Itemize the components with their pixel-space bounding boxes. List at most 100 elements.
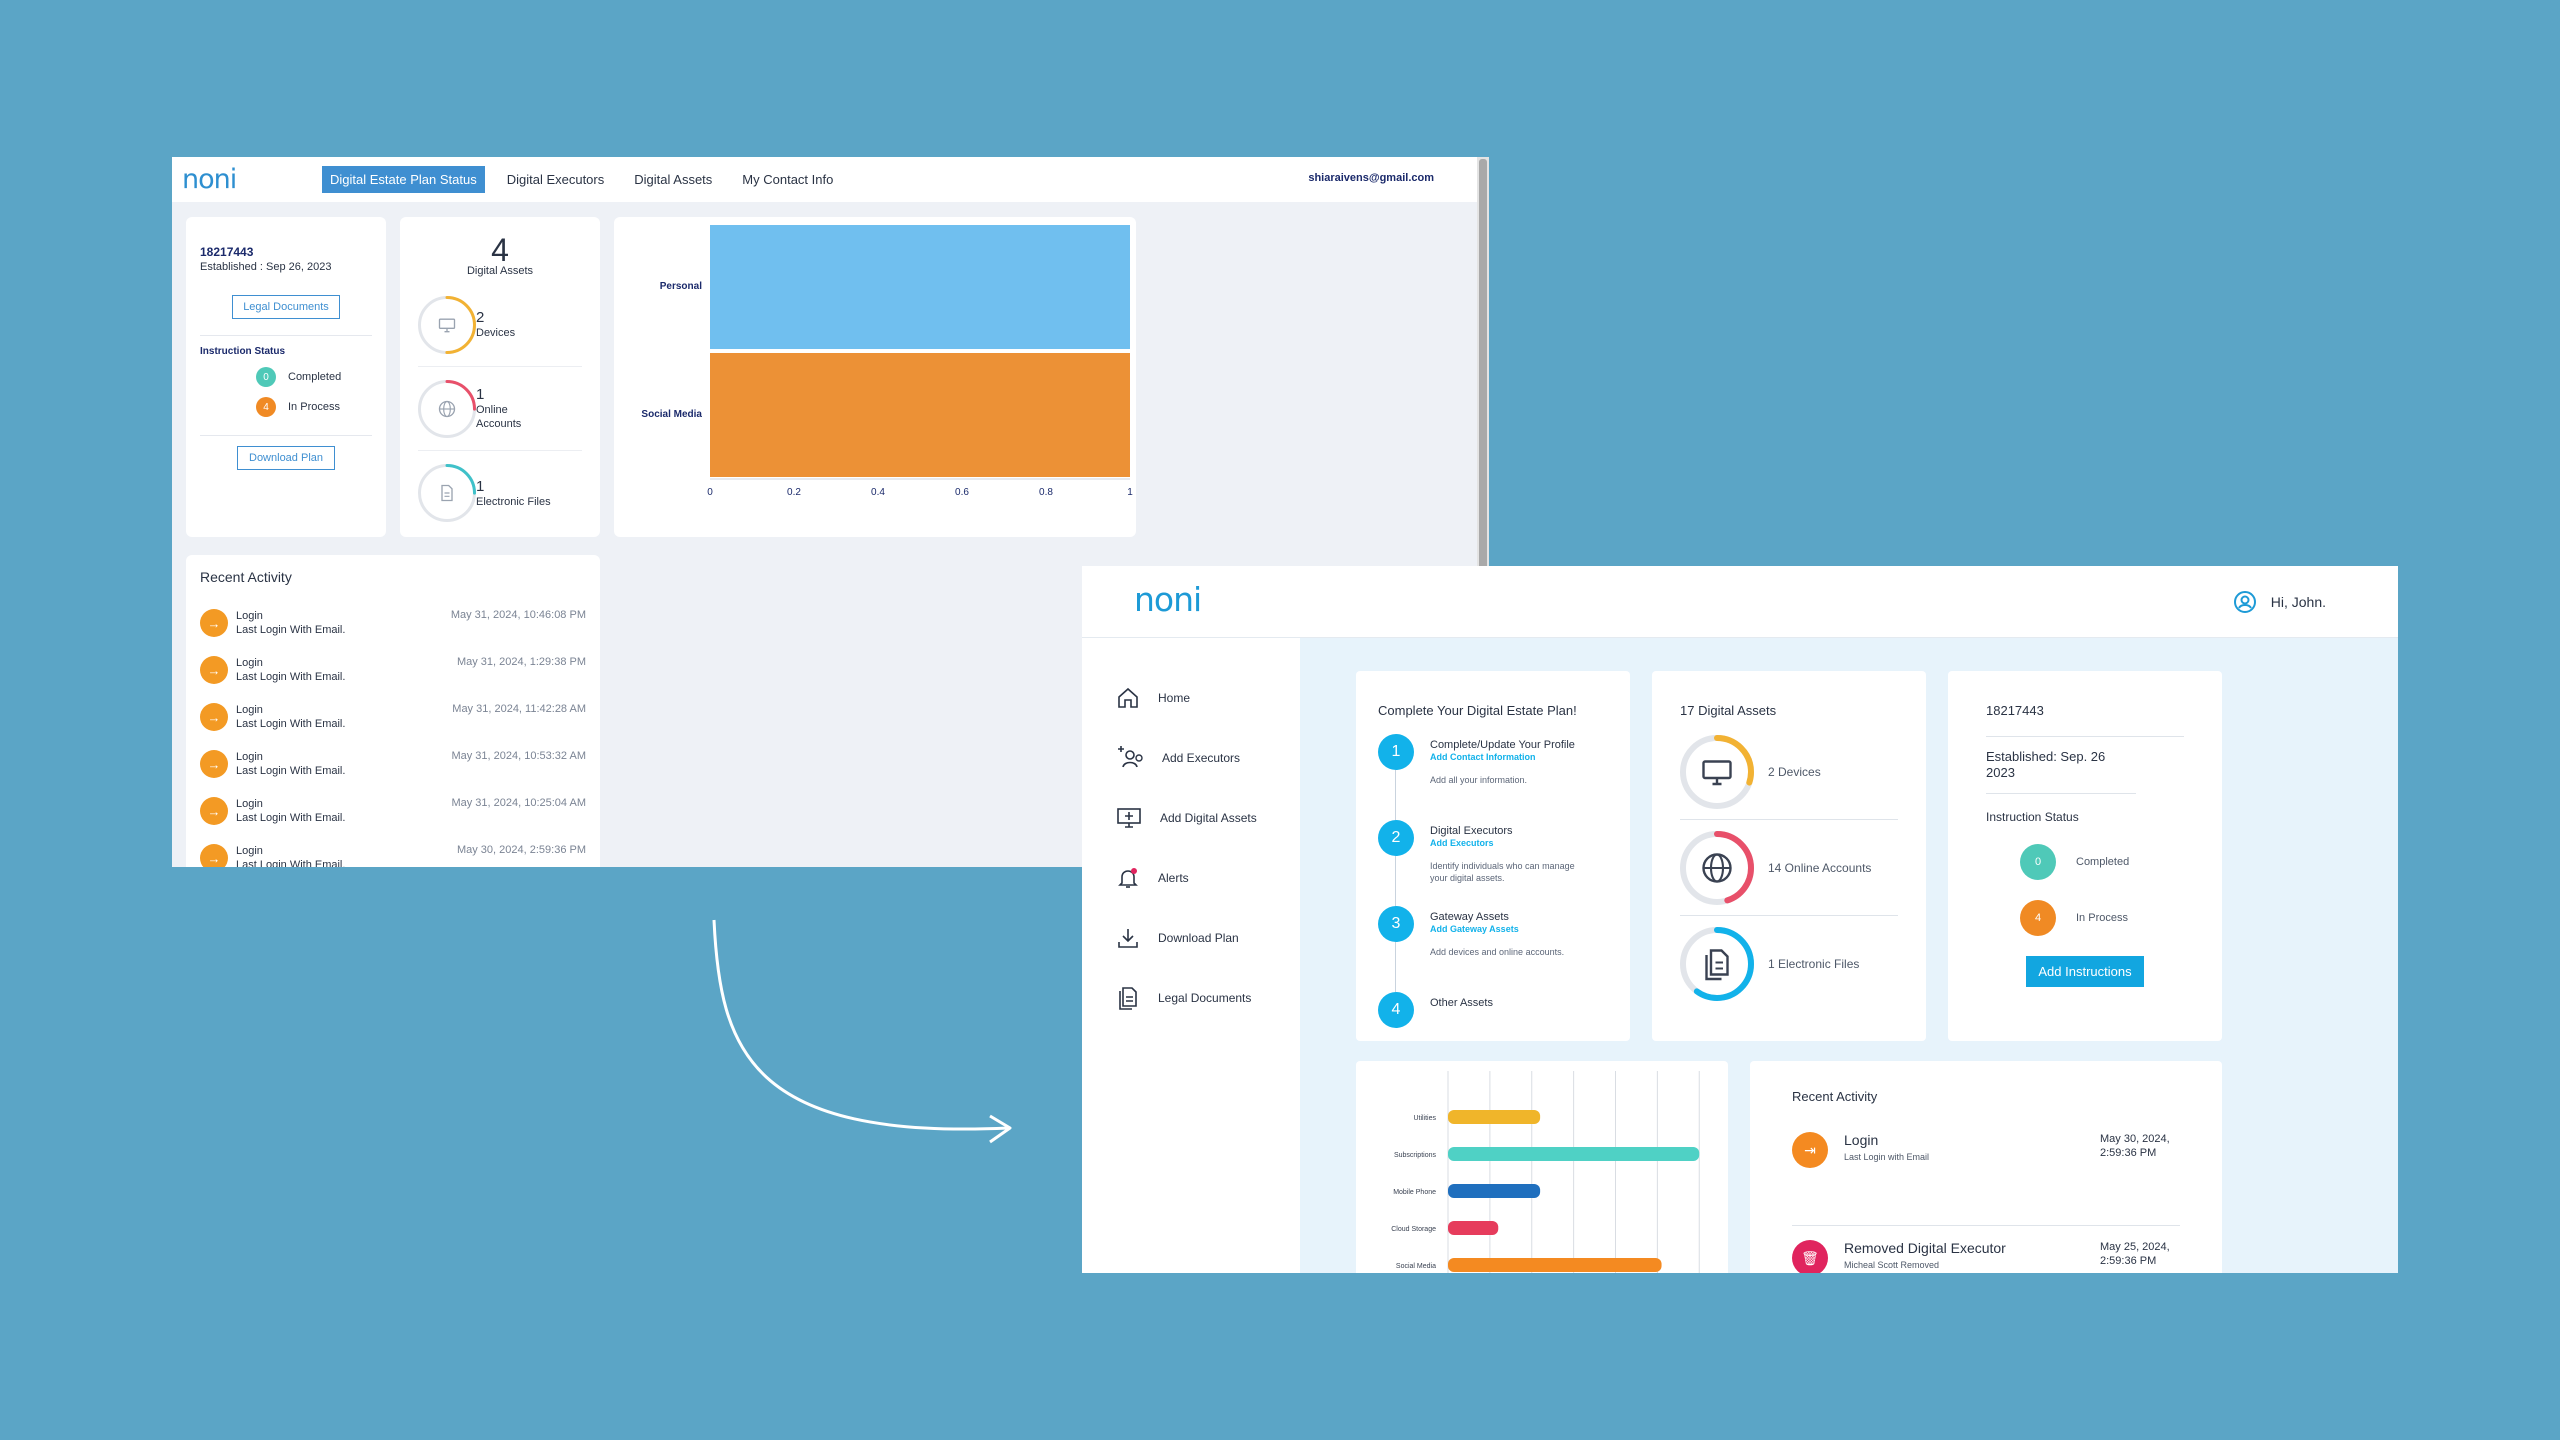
activity-title: Login	[236, 845, 263, 857]
category-label: Utilities	[1413, 1115, 1436, 1122]
user-icon[interactable]	[2233, 590, 2257, 614]
asset-row[interactable]: 2 Devices	[418, 283, 582, 367]
tab-my-contact-info[interactable]: My Contact Info	[742, 172, 834, 187]
asset-label: 2 Devices	[1768, 764, 1821, 779]
tab-digital-assets[interactable]: Digital Assets	[634, 172, 713, 187]
trash-icon: 🗑	[1792, 1240, 1828, 1273]
login-icon: →	[200, 844, 228, 867]
tab-digital-executors[interactable]: Digital Executors	[506, 172, 605, 187]
noni-logo[interactable]: noni	[1134, 580, 1202, 619]
step-link[interactable]: Add Contact Information	[1430, 752, 1536, 762]
digital-assets-card: 4 Digital Assets 2 Devices 1 Online Account…	[400, 217, 600, 537]
activity-title: Login	[236, 657, 263, 669]
activity-date: May 31, 2024, 10:53:32 AM	[451, 750, 586, 762]
documents-icon	[1119, 987, 1137, 1010]
bar-personal	[710, 225, 1130, 349]
recent-activity-card: Recent Activity → Login Last Login With Em…	[186, 555, 600, 867]
step-description: Add devices and online accounts.	[1430, 947, 1565, 957]
plan-step[interactable]: 4 Other Assets	[1378, 992, 1608, 1041]
download-plan-button[interactable]: Download Plan	[237, 446, 335, 470]
activity-date: May 25, 2024, 2:59:36 PM	[2100, 1241, 2170, 1267]
inprocess-count: 4	[2020, 900, 2056, 936]
step-link[interactable]: Add Gateway Assets	[1430, 924, 1519, 934]
sidebar-item-label: Download Plan	[1158, 931, 1239, 945]
asset-row[interactable]: 2 Devices	[1680, 724, 1898, 820]
completed-count: 0	[256, 367, 276, 387]
activity-item[interactable]: 🗑 Removed Digital Executor Micheal Scott R…	[1792, 1226, 2180, 1273]
activity-item[interactable]: → Login Last Login With Email. May 31, 2024…	[200, 656, 586, 703]
sidebar-item-alerts[interactable]: Alerts	[1082, 848, 1300, 908]
inprocess-label: In Process	[288, 401, 340, 413]
legal-documents-button[interactable]: Legal Documents	[232, 295, 340, 319]
login-icon: →	[200, 703, 228, 731]
add-users-icon	[1118, 746, 1143, 768]
assets-total: 4	[491, 232, 509, 268]
activity-title: Login	[236, 798, 263, 810]
plan-step[interactable]: 3 Gateway Assets Add Gateway Assets Add dev…	[1378, 906, 1608, 992]
sidebar-item-home[interactable]: Home	[1082, 668, 1300, 728]
activity-item[interactable]: → Login Last Login With Email. May 30, 2024…	[200, 844, 586, 867]
scrollbar-thumb[interactable]	[1479, 159, 1487, 569]
category-label: Cloud Storage	[1391, 1226, 1436, 1233]
plan-step[interactable]: 2 Digital Executors Add Executors Identify …	[1378, 820, 1608, 906]
inprocess-label: In Process	[2076, 912, 2128, 924]
activity-title: Removed Digital Executor	[1844, 1240, 2006, 1256]
tab-digital-estate-plan-status[interactable]: Digital Estate Plan Status	[322, 166, 485, 193]
asset-label: 1 Electronic Files	[1768, 957, 1860, 971]
step-number: 2	[1378, 820, 1414, 856]
activity-title: Login	[1844, 1132, 1879, 1148]
bar-utilities	[1448, 1110, 1541, 1124]
established-date: Established: Sep. 26 2023	[1986, 737, 2136, 794]
activity-item[interactable]: → Login Last Login With Email. May 31, 2024…	[200, 797, 586, 844]
noni-logo[interactable]: noni	[182, 164, 237, 195]
sidebar-item-download-plan[interactable]: Download Plan	[1082, 908, 1300, 968]
asset-row[interactable]: 1 Online Accounts	[418, 367, 582, 451]
add-instructions-button[interactable]: Add Instructions	[2026, 956, 2144, 987]
completed-count: 0	[2020, 844, 2056, 880]
x-tick-label: 1	[1127, 487, 1133, 498]
bar-cloud-storage	[1448, 1221, 1499, 1235]
top-navigation: noni Digital Estate Plan Status Digital …	[172, 157, 1489, 202]
asset-count: 1	[476, 386, 485, 403]
activity-item[interactable]: → Login Last Login With Email. May 31, 2024…	[200, 703, 586, 750]
new-dashboard-window: noni Hi, John. Home Add Executors Add Di…	[1082, 566, 2398, 1273]
plan-step[interactable]: 1 Complete/Update Your Profile Add Contact…	[1378, 734, 1608, 820]
progress-ring	[418, 379, 476, 438]
sidebar-item-legal-documents[interactable]: Legal Documents	[1082, 968, 1300, 1028]
established-date: Established : Sep 26, 2023	[200, 261, 332, 273]
plan-progress-card: Complete Your Digital Estate Plan! 1 Comp…	[1356, 671, 1630, 1041]
sidebar-item-add-executors[interactable]: Add Executors	[1082, 728, 1300, 788]
plan-summary-card: 18217443 Established : Sep 26, 2023 Lega…	[186, 217, 386, 537]
download-icon	[1118, 929, 1138, 948]
login-icon: →	[200, 609, 228, 637]
asset-row[interactable]: 1 Electronic Files	[418, 451, 582, 535]
asset-label: Devices	[476, 327, 516, 339]
bar-chart-svg: Utilities Subscriptions Mobile Phone Cloud …	[1391, 1071, 1700, 1273]
login-icon: →	[200, 750, 228, 778]
sidebar-item-label: Home	[1158, 691, 1191, 705]
step-link[interactable]: Add Executors	[1430, 838, 1494, 848]
sidebar-item-add-digital-assets[interactable]: Add Digital Assets	[1082, 788, 1300, 848]
login-icon: →	[200, 656, 228, 684]
activity-item[interactable]: → Login Last Login With Email. May 31, 2024…	[200, 750, 586, 797]
inprocess-count: 4	[256, 397, 276, 417]
sidebar: Home Add Executors Add Digital Assets Al…	[1082, 638, 1300, 1273]
asset-label: Electronic Files	[476, 495, 551, 508]
category-label: Mobile Phone	[1393, 1189, 1436, 1196]
sidebar-item-label: Add Executors	[1162, 751, 1241, 765]
activity-title: Login	[236, 704, 263, 716]
asset-count: 2	[476, 309, 485, 326]
bar-social-media	[710, 353, 1130, 477]
asset-row[interactable]: 14 Online Accounts	[1680, 820, 1898, 916]
user-menu[interactable]: Hi, John.	[2233, 590, 2326, 614]
monitor-icon	[1702, 759, 1732, 785]
completed-label: Completed	[2076, 856, 2130, 868]
activity-item[interactable]: → Login Last Login With Email. May 31, 2024…	[200, 609, 586, 656]
activity-subtitle: Last Login With Email.	[236, 765, 346, 777]
header: noni Hi, John.	[1082, 566, 2398, 638]
activity-item[interactable]: ⇥ Login Last Login with Email May 30, 2024,…	[1792, 1126, 2180, 1226]
step-title: Complete/Update Your Profile	[1430, 739, 1575, 751]
activity-subtitle: Last Login With Email.	[236, 624, 346, 636]
user-email[interactable]: shiaraivens@gmail.com	[1308, 172, 1434, 184]
asset-row[interactable]: 1 Electronic Files	[1680, 916, 1898, 1012]
